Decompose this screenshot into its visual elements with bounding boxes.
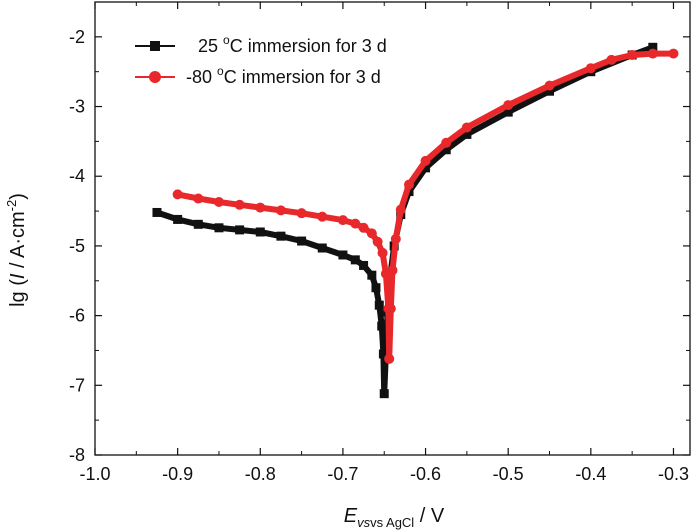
y-tick-label: -7 <box>69 375 85 395</box>
data-point <box>668 48 679 59</box>
data-point <box>379 389 389 399</box>
y-tick-label: -2 <box>69 27 85 47</box>
data-point <box>377 321 387 331</box>
data-point <box>350 255 360 265</box>
data-point <box>420 155 431 166</box>
data-point <box>377 247 388 258</box>
y-axis-title-mid: / A·cm <box>7 211 29 273</box>
x-tick-label: -1.0 <box>79 464 110 484</box>
data-point <box>390 233 401 244</box>
legend-marker-minus80c <box>149 71 161 83</box>
series-line-0 <box>154 44 656 397</box>
y-tick-label: -6 <box>69 306 85 326</box>
x-tick-label: -0.6 <box>410 464 441 484</box>
y-tick-label: -8 <box>69 445 85 465</box>
x-axis-title-rest: / V <box>414 505 445 527</box>
data-point <box>395 204 406 215</box>
data-point <box>214 223 224 233</box>
data-point <box>462 129 472 139</box>
y-tick-label: -4 <box>69 166 85 186</box>
data-point <box>337 215 348 226</box>
series-group <box>152 42 679 399</box>
data-point <box>544 80 555 91</box>
data-point <box>367 270 377 280</box>
data-point <box>441 137 452 148</box>
data-point <box>461 122 472 133</box>
data-point <box>152 207 162 217</box>
legend-label-25c: 25 oC immersion for 3 d <box>198 33 387 56</box>
data-point <box>384 353 395 364</box>
data-point <box>297 236 307 246</box>
x-tick-label: -0.7 <box>327 464 358 484</box>
x-tick-label: -0.3 <box>658 464 689 484</box>
data-point <box>503 107 513 117</box>
data-point <box>441 145 451 155</box>
data-point <box>173 214 183 224</box>
data-point <box>372 236 383 247</box>
data-point <box>648 42 658 52</box>
data-point <box>387 265 398 276</box>
data-point <box>234 199 245 210</box>
data-point <box>503 100 514 111</box>
data-point <box>255 227 265 237</box>
legend: 25 oC immersion for 3 d -80 oC immersion… <box>135 33 387 87</box>
y-tick-label: -5 <box>69 236 85 256</box>
x-tick-label: -0.4 <box>575 464 606 484</box>
x-tick-label: -0.9 <box>162 464 193 484</box>
data-point <box>172 189 183 200</box>
data-point <box>193 193 204 204</box>
series-line-1 <box>174 50 677 362</box>
data-point <box>338 250 348 260</box>
data-point <box>545 86 555 96</box>
data-point <box>359 260 369 270</box>
y-axis-title-sup: -2 <box>4 200 19 212</box>
y-axis-title: lg (I / A·cm-2) <box>4 193 29 307</box>
legend-marker-25c <box>150 41 160 51</box>
data-point <box>317 243 327 253</box>
data-point <box>358 222 369 233</box>
data-point <box>296 208 307 219</box>
data-point <box>350 218 361 229</box>
data-point <box>374 300 384 310</box>
data-point <box>381 349 391 359</box>
legend-label-minus80c: -80 oC immersion for 3 d <box>186 64 381 87</box>
data-point <box>193 219 203 229</box>
x-axis-title-main: E <box>344 505 358 527</box>
data-point <box>366 228 377 239</box>
data-point <box>404 179 415 190</box>
data-point <box>585 63 596 74</box>
y-axis-title-post: ) <box>7 193 29 200</box>
x-axis-title-sub-italic: vs <box>357 515 371 530</box>
data-point <box>371 283 381 293</box>
x-axis-title-sub: vs AgCl <box>370 515 414 530</box>
data-point <box>647 48 658 59</box>
y-tick-label: -3 <box>69 97 85 117</box>
x-tick-label: -0.5 <box>493 464 524 484</box>
x-axis-title: Evsvs AgCl / V <box>344 505 445 530</box>
data-point <box>255 202 266 213</box>
data-point <box>276 231 286 241</box>
data-point <box>275 205 286 216</box>
data-point <box>385 303 396 314</box>
y-axis-title-pre: lg ( <box>7 279 29 307</box>
data-point <box>606 54 617 65</box>
data-point <box>627 49 638 60</box>
plot-frame <box>94 1 691 456</box>
data-point <box>317 211 328 222</box>
axes-group: -1.0 -0.9 -0.8 -0.7 -0.6 -0.5 -0.4 -0.3 -8 -7 -6 -5… <box>69 1 691 484</box>
data-point <box>235 225 245 235</box>
data-point <box>213 197 224 208</box>
data-point <box>421 163 431 173</box>
x-tick-label: -0.8 <box>245 464 276 484</box>
y-axis-title-var: I <box>7 273 29 279</box>
